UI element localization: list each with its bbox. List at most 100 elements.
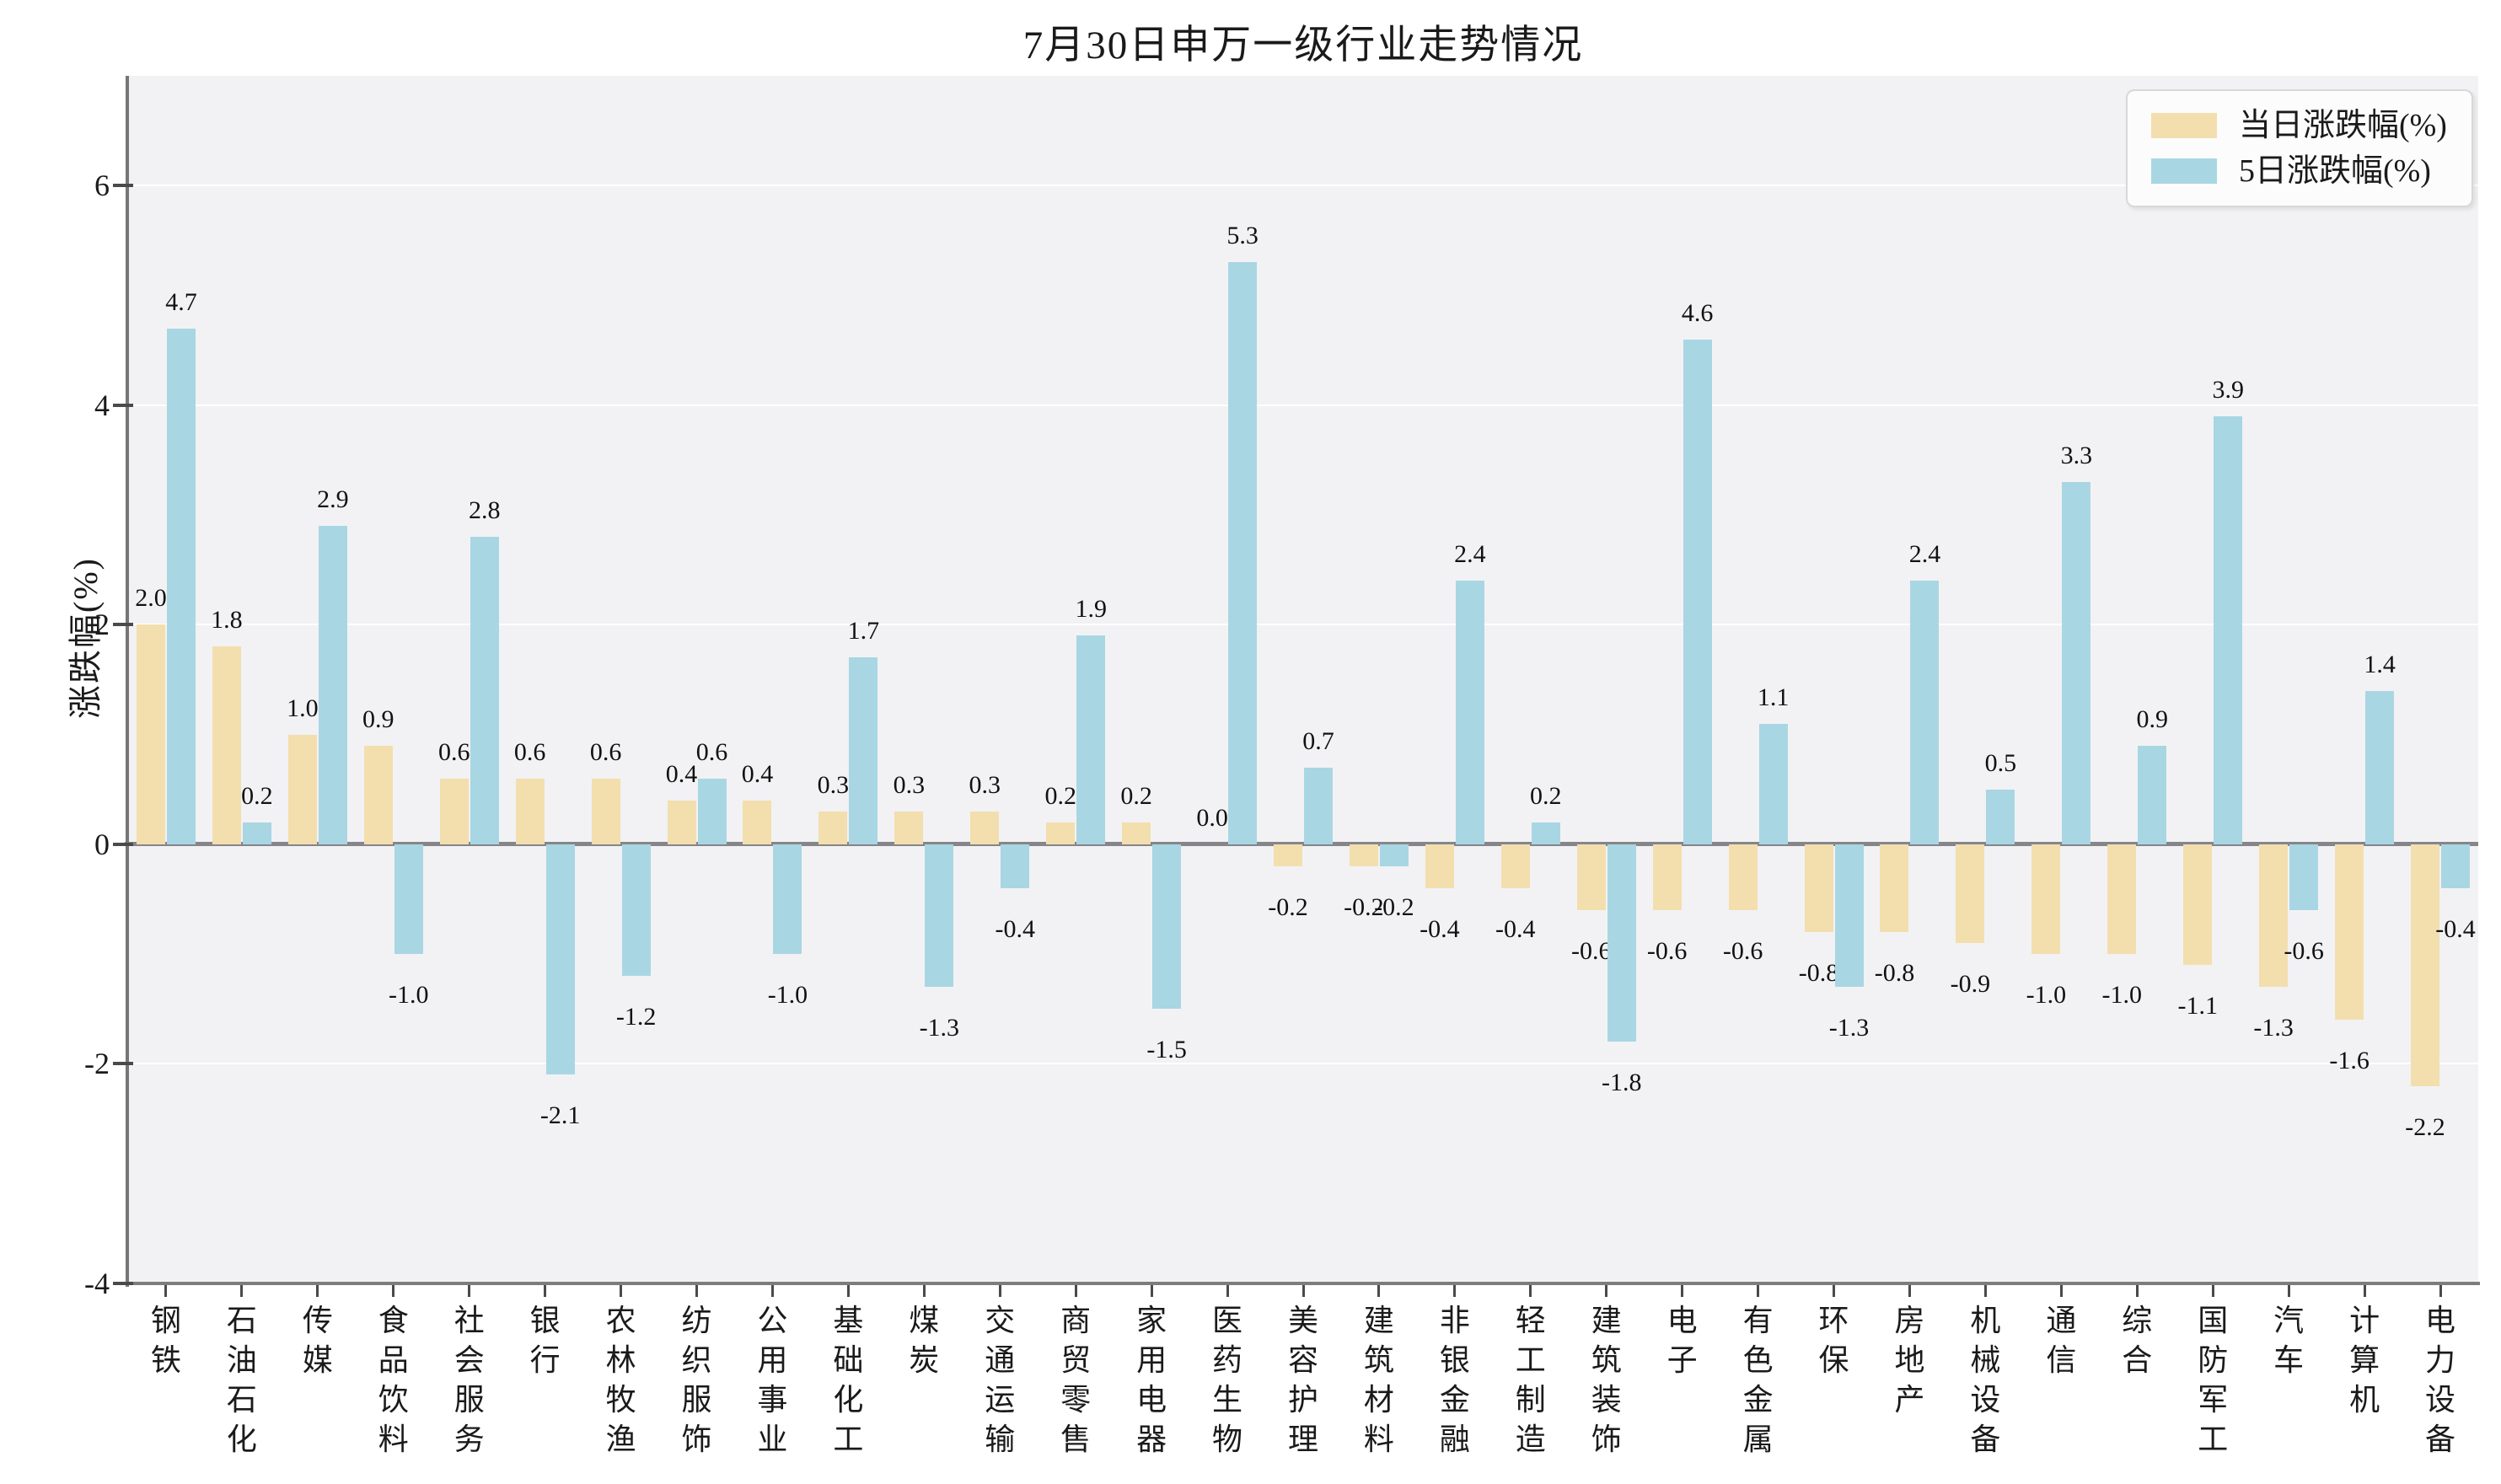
category-label: 机械设备 (1967, 1301, 2004, 1460)
bar-value-label: -0.2 (1374, 892, 1414, 921)
bar-value-label: -1.3 (1828, 1014, 1870, 1042)
bar-daily (439, 778, 469, 844)
bar-value-label: 0.2 (1530, 781, 1562, 810)
bar-value-label: -0.6 (2284, 937, 2324, 966)
bar-value-label: 3.9 (2212, 375, 2244, 404)
bar-5day (1607, 844, 1636, 1042)
category-char: 美 (1287, 1304, 1318, 1337)
category-char: 商 (1060, 1304, 1092, 1337)
category-char: 设 (2425, 1383, 2456, 1417)
category-char: 服 (454, 1383, 485, 1417)
category-label: 传媒 (299, 1301, 336, 1380)
category-label: 汽车 (2270, 1301, 2307, 1380)
bar-value-label: -1.6 (2329, 1047, 2370, 1075)
bar-5day (1531, 822, 1560, 844)
category-char: 力 (2425, 1343, 2456, 1377)
bar-value-label: 2.0 (135, 584, 167, 613)
bar-value-label: 0.5 (1984, 748, 2017, 777)
y-tick-label: -4 (84, 1267, 110, 1300)
category-label: 电力设备 (2422, 1301, 2459, 1460)
bar-5day (697, 778, 727, 844)
x-tick (2287, 1285, 2290, 1297)
category-char: 器 (1136, 1422, 1167, 1456)
bar-value-label: 1.4 (2364, 650, 2396, 678)
category-char: 生 (1212, 1383, 1243, 1417)
category-label: 银行 (527, 1301, 564, 1380)
category-char: 纺 (681, 1304, 712, 1337)
bar-5day (2062, 482, 2091, 844)
category-char: 工 (833, 1422, 864, 1456)
gridline (128, 404, 2478, 406)
category-char: 础 (833, 1343, 864, 1377)
category-char: 融 (1439, 1422, 1470, 1456)
bar-value-label: 0.3 (817, 770, 850, 799)
bar-daily (1425, 844, 1454, 888)
category-char: 筑 (1591, 1343, 1622, 1377)
category-char: 建 (1363, 1304, 1394, 1337)
x-tick (2135, 1285, 2139, 1297)
x-tick (1074, 1285, 1077, 1297)
bar-value-label: 0.9 (2136, 704, 2169, 733)
category-label: 公用事业 (754, 1301, 791, 1460)
bar-daily (2183, 844, 2213, 966)
bar-daily (1046, 822, 1076, 844)
bar-value-label: -0.4 (1420, 915, 1460, 944)
category-char: 化 (833, 1383, 864, 1417)
category-char: 车 (2273, 1343, 2305, 1377)
category-char: 油 (226, 1343, 257, 1377)
bar-daily (1122, 822, 1151, 844)
x-tick (695, 1285, 699, 1297)
y-tick-label: 6 (94, 169, 110, 203)
legend-swatch-daily (2151, 113, 2217, 138)
gridline (128, 185, 2478, 187)
bar-value-label: 2.4 (1454, 540, 1486, 569)
legend-label-5day: 5日涨跌幅(%) (2239, 153, 2431, 189)
category-char: 农 (605, 1304, 636, 1337)
category-char: 药 (1212, 1343, 1243, 1377)
category-char: 制 (1515, 1383, 1546, 1417)
bar-daily (2335, 844, 2364, 1021)
bar-value-label: 4.7 (165, 287, 197, 316)
category-label: 食品饮料 (375, 1301, 412, 1460)
bar-value-label: 0.4 (665, 759, 698, 788)
bar-value-label: -0.4 (995, 915, 1036, 944)
bar-daily (667, 800, 696, 844)
category-char: 饮 (378, 1383, 409, 1417)
y-tick (113, 403, 133, 407)
category-char: 护 (1287, 1383, 1318, 1417)
category-char: 林 (605, 1343, 636, 1377)
x-tick (2363, 1285, 2366, 1297)
category-char: 料 (1363, 1422, 1394, 1456)
category-char: 算 (2349, 1343, 2380, 1377)
category-label: 社会服务 (451, 1301, 488, 1460)
category-char: 医 (1212, 1304, 1243, 1337)
chart-title: 7月30日申万一级行业走势情况 (1022, 24, 1584, 67)
bar-value-label: -0.9 (1950, 970, 1991, 999)
bar-value-label: -0.4 (1495, 915, 1536, 944)
category-label: 石油石化 (223, 1301, 260, 1460)
y-tick (113, 623, 133, 627)
category-char: 化 (226, 1422, 257, 1456)
bar-value-label: 2.4 (1908, 540, 1941, 569)
category-char: 通 (985, 1343, 1016, 1377)
category-char: 织 (681, 1343, 712, 1377)
y-tick-label: 0 (94, 827, 110, 861)
x-tick (1757, 1285, 1760, 1297)
y-tick (113, 842, 133, 846)
bar-value-label: 0.6 (589, 737, 622, 766)
category-label: 商贸零售 (1057, 1301, 1094, 1460)
bar-value-label: -1.0 (2101, 981, 2143, 1010)
y-tick (113, 1062, 133, 1066)
category-char: 交 (985, 1304, 1016, 1337)
bar-value-label: 1.8 (211, 606, 243, 635)
category-char: 装 (1591, 1383, 1622, 1417)
category-char: 食 (378, 1304, 409, 1337)
category-label: 基础化工 (829, 1301, 867, 1460)
bar-daily (894, 811, 924, 844)
category-label: 国防军工 (2194, 1301, 2231, 1460)
bar-value-label: -0.4 (2435, 915, 2476, 944)
bar-value-label: -0.8 (1874, 959, 1915, 988)
bar-daily (591, 778, 620, 844)
x-tick (1908, 1285, 1911, 1297)
x-tick (1605, 1285, 1608, 1297)
